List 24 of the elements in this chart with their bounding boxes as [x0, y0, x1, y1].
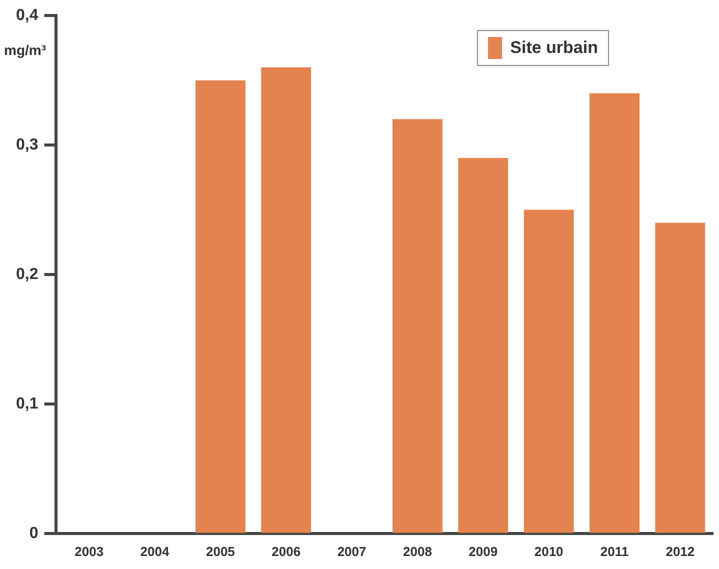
x-tick-label: 2008 [403, 544, 432, 559]
y-tick-label: 0 [29, 524, 38, 542]
x-tick-label: 2004 [140, 544, 170, 559]
y-tick-label: 0,3 [16, 136, 38, 154]
bar [195, 80, 246, 533]
y-tick-label: 0,2 [16, 266, 38, 283]
x-tick-label: 2007 [337, 544, 366, 559]
y-tick-label: 0,4 [16, 7, 38, 24]
x-tick-label: 2005 [206, 544, 235, 559]
x-tick-label: 2003 [74, 544, 104, 559]
y-tick-label: 0,1 [16, 395, 38, 412]
x-tick-label: 2010 [534, 544, 564, 559]
bar [458, 158, 508, 533]
x-tick-label: 2006 [272, 544, 301, 559]
bar [590, 93, 640, 533]
y-axis-title: mg/m³ [4, 42, 46, 58]
bar [392, 119, 442, 533]
x-tick-label: 2012 [666, 544, 695, 559]
bar [261, 67, 312, 533]
legend-label: Site urbain [510, 38, 598, 58]
bar [655, 222, 706, 533]
x-tick-label: 2009 [468, 544, 498, 559]
x-tick-label: 2011 [600, 544, 629, 559]
bar [524, 210, 574, 533]
